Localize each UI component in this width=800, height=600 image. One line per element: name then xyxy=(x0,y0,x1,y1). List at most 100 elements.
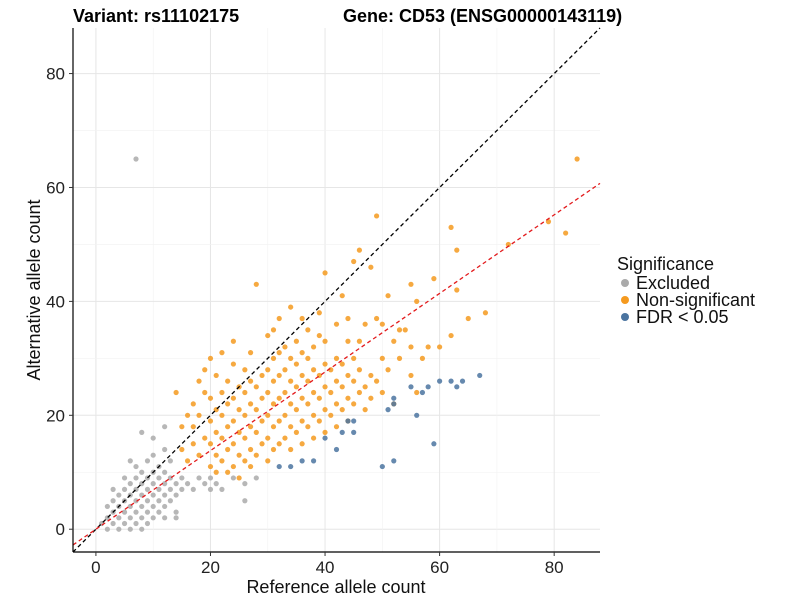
point-excluded xyxy=(110,520,116,527)
point-non-significant xyxy=(293,384,299,390)
point-non-significant xyxy=(293,407,299,413)
point-fdr-0-05 xyxy=(345,418,351,424)
point-fdr-0-05 xyxy=(454,384,460,390)
point-excluded xyxy=(219,486,225,492)
point-non-significant xyxy=(368,395,374,401)
x-tick-label: 80 xyxy=(545,558,564,577)
point-non-significant xyxy=(219,435,225,441)
point-non-significant xyxy=(253,429,259,435)
point-non-significant xyxy=(385,293,391,299)
point-non-significant xyxy=(184,412,191,418)
point-fdr-0-05 xyxy=(351,418,357,424)
point-excluded xyxy=(184,481,191,487)
point-non-significant xyxy=(408,281,414,287)
point-non-significant xyxy=(236,452,242,458)
point-non-significant xyxy=(213,429,219,435)
point-fdr-0-05 xyxy=(310,458,317,464)
point-excluded xyxy=(139,469,145,475)
point-excluded xyxy=(139,515,145,521)
point-non-significant xyxy=(339,361,345,367)
point-non-significant xyxy=(328,412,334,418)
point-non-significant xyxy=(310,412,317,418)
point-excluded xyxy=(179,475,185,481)
point-non-significant xyxy=(253,281,259,287)
point-non-significant xyxy=(202,389,208,396)
point-non-significant xyxy=(305,401,311,407)
point-non-significant xyxy=(379,355,385,361)
point-excluded xyxy=(173,509,179,515)
point-non-significant xyxy=(482,310,489,316)
point-non-significant xyxy=(276,350,282,356)
point-non-significant xyxy=(305,327,311,333)
point-non-significant xyxy=(299,372,305,379)
point-non-significant xyxy=(316,395,322,401)
legend-label-non-significant: Non-significant xyxy=(636,290,755,310)
point-non-significant xyxy=(356,389,363,396)
point-non-significant xyxy=(362,407,368,413)
y-tick-label: 80 xyxy=(46,65,65,84)
point-non-significant xyxy=(190,401,196,407)
point-non-significant xyxy=(225,446,231,453)
point-non-significant xyxy=(333,321,340,327)
point-non-significant xyxy=(213,452,219,458)
point-excluded xyxy=(162,446,168,453)
point-non-significant xyxy=(345,372,351,379)
point-non-significant xyxy=(391,338,397,344)
point-non-significant xyxy=(230,441,236,447)
point-excluded xyxy=(167,486,173,492)
point-non-significant xyxy=(173,389,179,396)
point-excluded xyxy=(144,498,151,504)
chart-title-gene: Gene: CD53 (ENSG00000143119) xyxy=(343,6,622,26)
point-excluded xyxy=(121,475,128,481)
point-non-significant xyxy=(236,429,242,435)
point-non-significant xyxy=(356,367,363,373)
point-non-significant xyxy=(299,315,305,322)
point-non-significant xyxy=(276,418,282,424)
point-non-significant xyxy=(230,418,236,424)
reference-line-fitted xyxy=(72,182,601,546)
point-non-significant xyxy=(219,458,225,464)
point-non-significant xyxy=(305,378,311,384)
point-excluded xyxy=(133,475,139,481)
point-non-significant xyxy=(310,389,317,396)
point-non-significant xyxy=(230,338,236,344)
point-non-significant xyxy=(207,441,214,447)
point-non-significant xyxy=(374,213,380,219)
point-non-significant xyxy=(270,446,277,453)
point-excluded xyxy=(150,481,156,487)
point-non-significant xyxy=(293,429,299,435)
point-non-significant xyxy=(270,355,277,361)
point-fdr-0-05 xyxy=(288,463,294,470)
point-excluded xyxy=(104,503,110,510)
point-excluded xyxy=(156,498,162,504)
point-fdr-0-05 xyxy=(448,378,454,384)
point-non-significant xyxy=(310,367,317,373)
point-non-significant xyxy=(265,367,271,373)
point-non-significant xyxy=(316,418,322,424)
point-excluded xyxy=(139,526,145,532)
point-non-significant xyxy=(225,378,231,384)
point-non-significant xyxy=(414,389,420,396)
point-non-significant xyxy=(563,230,569,236)
point-non-significant xyxy=(184,458,191,464)
point-non-significant xyxy=(282,412,288,418)
y-axis-title: Alternative allele count xyxy=(24,199,44,380)
point-non-significant xyxy=(276,441,282,447)
point-fdr-0-05 xyxy=(391,401,397,407)
point-non-significant xyxy=(345,395,351,401)
point-non-significant xyxy=(574,156,580,162)
point-non-significant xyxy=(374,315,380,322)
point-non-significant xyxy=(288,424,294,430)
point-excluded xyxy=(127,515,133,521)
point-non-significant xyxy=(322,270,328,276)
point-non-significant xyxy=(179,424,185,430)
point-excluded xyxy=(190,486,196,492)
point-non-significant xyxy=(265,332,271,339)
point-non-significant xyxy=(190,441,196,447)
x-tick-label: 20 xyxy=(201,558,220,577)
point-non-significant xyxy=(322,407,328,413)
point-non-significant xyxy=(230,361,236,367)
point-excluded xyxy=(150,452,156,458)
point-excluded xyxy=(207,475,214,481)
point-non-significant xyxy=(299,418,305,424)
